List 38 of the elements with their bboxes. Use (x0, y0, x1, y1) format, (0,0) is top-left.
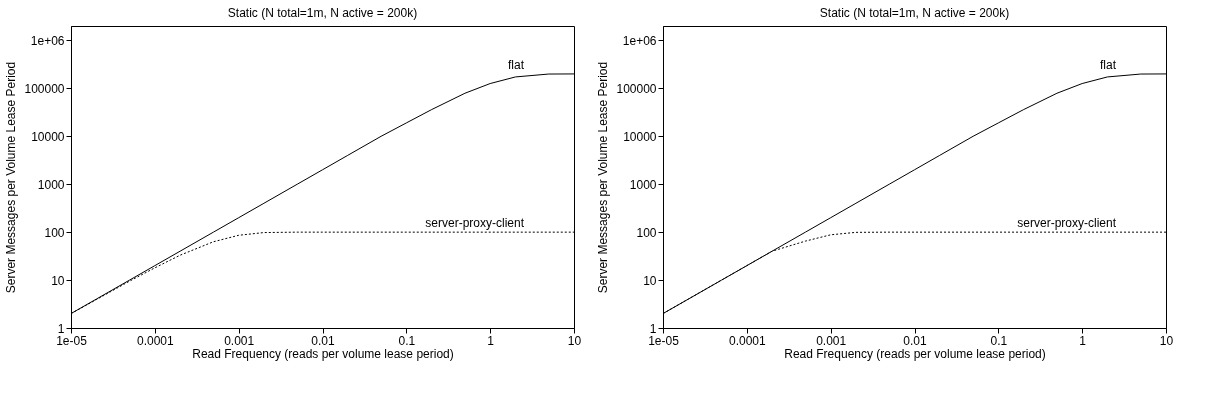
y-tick-label: 1e+06 (30, 33, 65, 48)
y-tick-label: 10 (643, 273, 657, 288)
series-label: server-proxy-client (425, 216, 525, 231)
x-tick-label: 0.001 (816, 333, 847, 348)
y-tick-label: 100 (636, 225, 657, 240)
y-tick-label: 1 (649, 321, 657, 336)
x-tick-label: 1e-05 (648, 333, 680, 348)
x-tick-label: 1e-05 (56, 333, 88, 348)
chart-title: Static (N total=1m, N active = 200k) (227, 6, 418, 20)
chart-title: Static (N total=1m, N active = 200k) (819, 6, 1010, 20)
series-label: flat (1099, 57, 1117, 72)
y-tick-label: 10 (51, 273, 65, 288)
y-tick-label: 1e+06 (622, 33, 657, 48)
x-tick-label: 1 (487, 333, 495, 348)
y-tick-label: 10000 (623, 129, 657, 144)
y-tick-label: 1 (57, 321, 65, 336)
y-tick-label: 100000 (24, 81, 65, 96)
series-label: server-proxy-client (1017, 216, 1117, 231)
x-axis-title: Read Frequency (reads per volume lease period) (784, 346, 1046, 361)
x-tick-label: 0.0001 (136, 333, 175, 348)
x-axis-title: Read Frequency (reads per volume lease period) (192, 346, 454, 361)
y-tick-label: 100000 (616, 81, 657, 96)
y-axis-title: Server Messages per Volume Lease Period (596, 61, 611, 294)
y-tick-label: 10000 (31, 129, 65, 144)
x-tick-label: 0.01 (311, 333, 335, 348)
x-tick-label: 0.01 (903, 333, 927, 348)
x-tick-label: 1 (1079, 333, 1087, 348)
x-tick-label: 10 (1159, 333, 1174, 348)
series-label: flat (507, 57, 525, 72)
x-tick-label: 0.1 (990, 333, 1008, 348)
x-tick-label: 0.1 (398, 333, 416, 348)
x-tick-label: 0.001 (224, 333, 255, 348)
x-tick-label: 0.0001 (728, 333, 767, 348)
y-tick-label: 1000 (629, 177, 657, 192)
x-tick-label: 10 (567, 333, 582, 348)
y-axis-title: Server Messages per Volume Lease Period (4, 61, 19, 294)
y-tick-label: 100 (44, 225, 65, 240)
y-tick-label: 1000 (37, 177, 65, 192)
